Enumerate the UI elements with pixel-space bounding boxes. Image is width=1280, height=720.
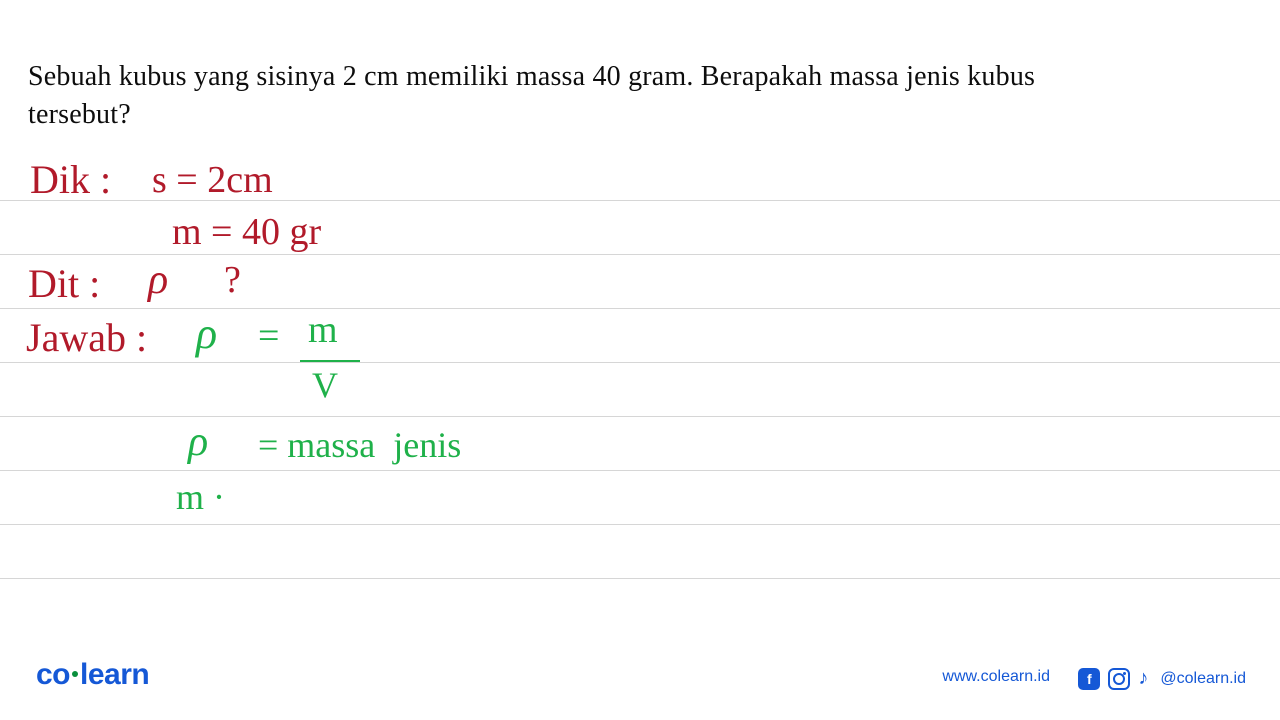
dik-label: Dik :: [30, 156, 111, 203]
equals-sign: =: [258, 314, 279, 358]
question-line-1: Sebuah kubus yang sisinya 2 cm memiliki …: [28, 61, 1035, 92]
rule-line: [0, 578, 1280, 579]
ruled-paper: Dik : s = 2cm m = 40 gr Dit : ρ ? Jawab …: [0, 150, 1280, 580]
dit-label: Dit :: [28, 260, 100, 307]
rule-line: [0, 308, 1280, 309]
rule-line: [0, 362, 1280, 363]
brand-dot-icon: [72, 671, 78, 677]
fb-glyph: f: [1087, 671, 1092, 687]
footer: colearn www.colearn.id f ♪ @colearn.id: [0, 652, 1280, 692]
tk-glyph: ♪: [1138, 667, 1148, 689]
brand-left: co: [36, 658, 70, 691]
m-equation: m = 40 gr: [172, 210, 321, 254]
fraction-numerator: m: [308, 308, 338, 352]
rule-line: [0, 524, 1280, 525]
brand-right: learn: [80, 658, 149, 691]
page-root: Sebuah kubus yang sisinya 2 cm memiliki …: [0, 0, 1280, 720]
rho-def-symbol: ρ: [188, 418, 208, 466]
fraction-bar: [300, 360, 360, 362]
brand-logo: colearn: [36, 658, 149, 692]
question-mark: ?: [224, 258, 241, 302]
rule-line: [0, 470, 1280, 471]
social-icons: f ♪ @colearn.id: [1078, 667, 1246, 690]
instagram-icon[interactable]: [1108, 668, 1130, 690]
rho-def-text: = massa jenis: [258, 424, 461, 466]
s-equation: s = 2cm: [152, 158, 273, 202]
jawab-label: Jawab :: [26, 314, 147, 361]
fraction-denominator: V: [312, 364, 338, 406]
rho-symbol: ρ: [196, 308, 217, 359]
question-text: Sebuah kubus yang sisinya 2 cm memiliki …: [28, 58, 1270, 134]
rho-dit: ρ: [148, 256, 168, 304]
question-line-2: tersebut?: [28, 99, 131, 130]
rule-line: [0, 416, 1280, 417]
social-handle[interactable]: @colearn.id: [1160, 670, 1246, 688]
m-dot: m ·: [176, 476, 225, 518]
footer-url[interactable]: www.colearn.id: [942, 668, 1050, 686]
facebook-icon[interactable]: f: [1078, 668, 1100, 690]
tiktok-icon[interactable]: ♪: [1138, 667, 1148, 690]
rule-line: [0, 254, 1280, 255]
